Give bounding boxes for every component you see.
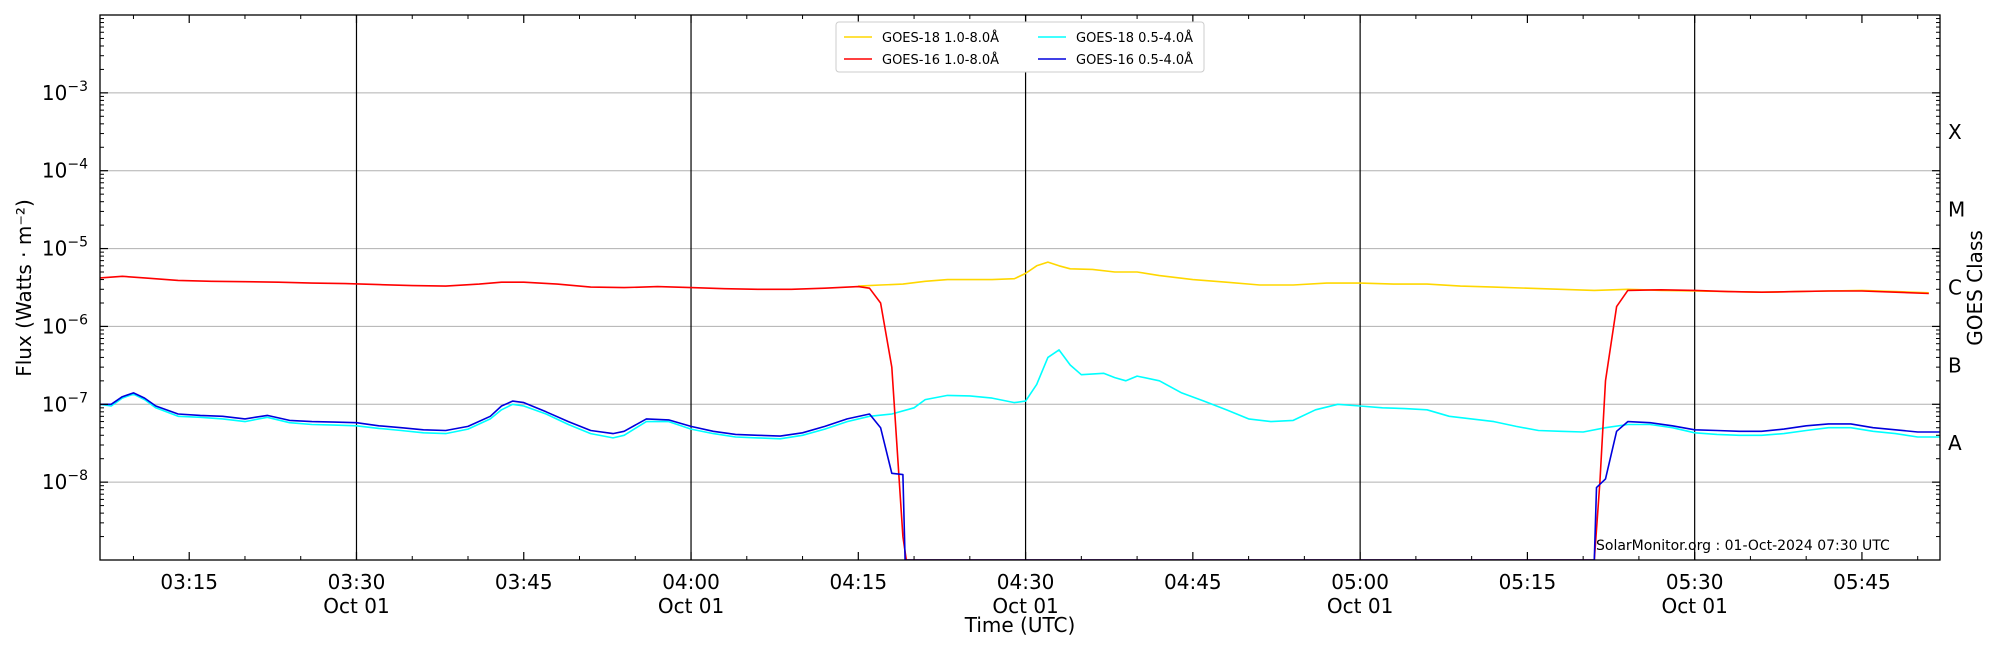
legend-label: GOES-18 0.5-4.0Å [1076, 30, 1193, 46]
y-tick-label: 10−6 [42, 312, 88, 338]
y-tick-label: 10−5 [42, 235, 88, 261]
x-tick-label: 05:45 [1833, 570, 1891, 594]
legend: GOES-18 1.0-8.0Å GOES-16 1.0-8.0Å GOES-18 … [835, 21, 1205, 73]
goes-class-label: B [1948, 353, 1962, 377]
y-tick-label-exponent: −4 [67, 157, 88, 173]
x-tick-label: 04:15 [829, 570, 887, 594]
x-tick-label: 05:30 [1666, 570, 1724, 594]
y-tick-label-base: 10 [42, 470, 67, 494]
x-tick-date-label: Oct 01 [1661, 594, 1727, 618]
goes-class-label: X [1948, 120, 1962, 144]
goes-class-layer: A B C M X [1948, 120, 1965, 455]
goes-class-label: A [1948, 431, 1962, 455]
y-axis-title: Flux (Watts · m⁻²) [12, 199, 36, 377]
y-tick-label: 10−4 [42, 157, 88, 183]
x-tick-date-label: Oct 01 [658, 594, 724, 618]
x-tick-label: 04:00 [662, 570, 720, 594]
y2-axis-title: GOES Class [1963, 230, 1987, 346]
series-line [100, 275, 1929, 560]
series-line [100, 349, 1940, 440]
goes-class-label: C [1948, 276, 1962, 300]
x-tick-label: 03:15 [160, 570, 218, 594]
y-tick-label-base: 10 [42, 159, 67, 183]
x-tick-label: 05:15 [1499, 570, 1557, 594]
y-tick-label-exponent: −8 [67, 468, 88, 484]
y-tick-label-exponent: −7 [67, 390, 88, 406]
legend-label: GOES-16 1.0-8.0Å [882, 52, 999, 68]
y-tick-layer: 10−810−710−610−510−410−3 [42, 18, 1940, 538]
legend-label: GOES-18 1.0-8.0Å [882, 30, 999, 46]
y-tick-label: 10−8 [42, 468, 88, 494]
x-tick-date-label: Oct 01 [323, 594, 389, 618]
grid-layer [100, 15, 1940, 560]
x-tick-label: 03:30 [328, 570, 386, 594]
goes-class-label: M [1948, 198, 1965, 222]
y-tick-label-exponent: −3 [67, 79, 88, 95]
x-tick-label: 04:45 [1164, 570, 1222, 594]
series-line [100, 392, 1940, 560]
y-tick-label-base: 10 [42, 314, 67, 338]
source-annotation: SolarMonitor.org : 01-Oct-2024 07:30 UTC [1596, 538, 1890, 554]
x-tick-date-label: Oct 01 [992, 594, 1058, 618]
legend-label: GOES-16 0.5-4.0Å [1076, 52, 1193, 68]
series-layer [100, 261, 1940, 560]
x-tick-date-label: Oct 01 [1327, 594, 1393, 618]
y-tick-label-base: 10 [42, 237, 67, 261]
y-tick-label-exponent: −6 [67, 312, 88, 328]
legend-box [835, 21, 1205, 73]
x-tick-label: 03:45 [495, 570, 553, 594]
series-line [858, 261, 1929, 294]
y-tick-label-exponent: −5 [67, 235, 88, 251]
x-axis-title: Time (UTC) [964, 613, 1076, 637]
plot-frame [99, 14, 1941, 561]
y-tick-label-base: 10 [42, 81, 67, 105]
x-tick-label: 05:00 [1331, 570, 1389, 594]
x-tick-label: 04:30 [997, 570, 1055, 594]
y-tick-label-base: 10 [42, 392, 67, 416]
y-tick-label: 10−3 [42, 79, 88, 105]
axes-layer [99, 14, 1941, 561]
y-tick-label: 10−7 [42, 390, 88, 416]
